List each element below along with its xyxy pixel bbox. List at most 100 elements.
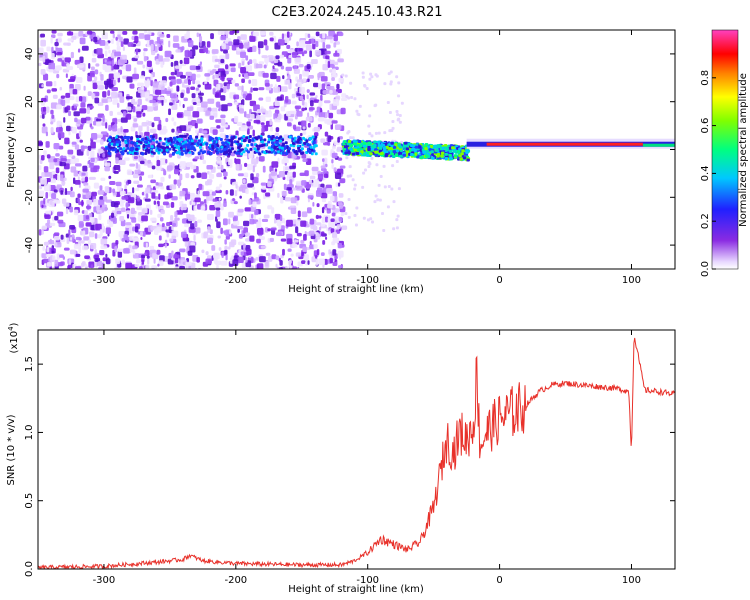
heatmap-cell xyxy=(332,99,340,106)
heatmap-cell xyxy=(295,252,302,257)
heatmap-cell xyxy=(201,249,205,254)
heatmap-cell xyxy=(190,192,196,200)
heatmap-cell xyxy=(321,158,325,162)
heatmap-cell xyxy=(338,32,344,37)
heatmap-cell xyxy=(187,250,193,256)
heatmap-cell xyxy=(424,147,428,151)
heatmap-cell xyxy=(225,235,230,240)
heatmap-cell xyxy=(142,145,146,149)
heatmap-cell xyxy=(129,83,135,89)
heatmap-cell xyxy=(278,267,283,269)
heatmap-cell xyxy=(289,179,293,185)
heatmap-cell xyxy=(332,249,337,256)
heatmap-cell xyxy=(217,136,221,140)
heatmap-cell xyxy=(245,65,253,72)
heatmap-cell xyxy=(134,169,141,175)
heatmap-cell xyxy=(112,188,116,193)
heatmap-cell xyxy=(251,158,259,165)
heatmap-cell xyxy=(304,170,309,177)
heatmap-cell xyxy=(194,156,200,160)
heatmap-cell xyxy=(41,126,48,134)
heatmap-cell xyxy=(390,141,394,145)
heatmap-cell xyxy=(302,158,308,163)
heatmap-cell xyxy=(141,208,146,215)
heatmap-cell xyxy=(53,199,61,204)
heatmap-cell xyxy=(240,125,248,132)
heatmap-cell xyxy=(275,141,279,145)
heatmap-cell xyxy=(224,147,228,151)
heatmap-cell xyxy=(214,91,221,98)
heatmap-cell xyxy=(294,105,302,109)
heatmap-cell xyxy=(38,165,42,171)
heatmap-cell xyxy=(157,84,165,90)
heatmap-cell xyxy=(215,147,219,151)
heatmap-cell xyxy=(200,201,204,205)
heatmap-cell xyxy=(287,184,294,189)
heatmap-cell xyxy=(287,248,292,252)
heatmap-cell xyxy=(254,209,259,216)
heatmap-cell xyxy=(219,55,226,61)
heatmap-cell xyxy=(440,151,445,155)
heatmap-cell xyxy=(462,156,467,160)
heatmap-cell xyxy=(225,64,229,70)
heatmap-cell xyxy=(134,226,139,233)
heatmap-cell xyxy=(190,86,196,90)
heatmap-cell xyxy=(189,147,193,151)
heatmap-cell xyxy=(50,126,54,134)
heatmap-cell xyxy=(107,83,114,88)
heatmap-cell xyxy=(292,124,297,130)
heatmap-cell xyxy=(121,207,126,213)
heatmap-cell xyxy=(150,217,157,221)
heatmap-cell xyxy=(232,197,236,202)
heatmap-cell xyxy=(370,147,374,151)
heatmap-cell xyxy=(41,155,45,161)
heatmap-cell xyxy=(292,243,298,248)
heatmap-cell xyxy=(228,149,232,153)
heatmap-cell xyxy=(168,40,171,48)
heatmap-cell xyxy=(129,163,136,167)
heatmap-cell xyxy=(359,144,363,148)
heatmap-cell xyxy=(383,185,387,189)
heatmap-cell xyxy=(269,31,274,36)
heatmap-cell xyxy=(340,212,345,217)
heatmap-cell xyxy=(68,110,72,117)
heatmap-cell xyxy=(374,194,378,198)
heatmap-cell xyxy=(177,137,181,141)
heatmap-cell xyxy=(247,183,254,188)
heatmap-cell xyxy=(284,197,291,202)
heatmap-cell xyxy=(88,63,91,69)
heatmap-cell xyxy=(60,99,66,107)
heatmap-cell xyxy=(57,37,62,43)
heatmap-cell xyxy=(260,108,266,113)
heatmap-cell xyxy=(298,48,303,52)
heatmap-cell xyxy=(361,185,365,189)
heatmap-cell xyxy=(218,108,221,112)
heatmap-cell xyxy=(413,149,417,153)
heatmap-cell xyxy=(53,143,60,150)
heatmap-cell xyxy=(179,100,182,107)
heatmap-cell xyxy=(121,195,129,200)
y-tick-label: 0.5 xyxy=(24,493,35,509)
heatmap-cell xyxy=(104,50,108,57)
heatmap-cell xyxy=(54,259,59,267)
heatmap-cell xyxy=(448,146,452,150)
heatmap-cell xyxy=(75,163,82,167)
heatmap-cell xyxy=(155,181,159,186)
heatmap-cell xyxy=(84,210,88,216)
heatmap-cell xyxy=(150,74,153,81)
heatmap-cell xyxy=(297,210,301,218)
heatmap-cell xyxy=(129,148,133,152)
heatmap-cell xyxy=(162,201,169,206)
heatmap-cell xyxy=(78,237,82,241)
heatmap-cell xyxy=(56,185,61,189)
heatmap-cell xyxy=(115,140,119,144)
heatmap-cell xyxy=(144,198,151,202)
heatmap-cell xyxy=(395,149,400,153)
heatmap-cell xyxy=(132,245,138,250)
heatmap-cell xyxy=(147,120,153,126)
heatmap-cell xyxy=(153,200,157,205)
heatmap-cell xyxy=(240,51,247,59)
heatmap-cell xyxy=(171,230,179,238)
heatmap-cell xyxy=(201,130,208,134)
heatmap-cell xyxy=(124,141,128,145)
